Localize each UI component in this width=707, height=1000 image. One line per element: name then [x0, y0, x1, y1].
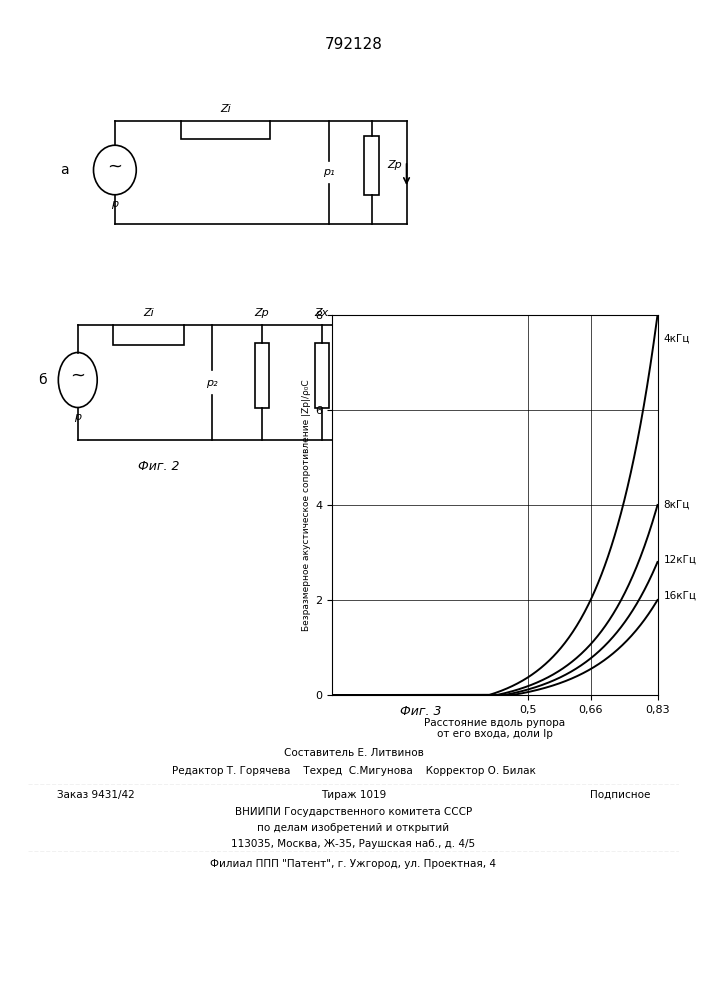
- Bar: [255, 342, 269, 408]
- Text: Редактор Т. Горячева    Техред  С.Мигунова    Корректор О. Билак: Редактор Т. Горячева Техред С.Мигунова К…: [172, 766, 535, 776]
- Text: р₁: р₁: [323, 167, 334, 177]
- Text: р: р: [111, 199, 119, 209]
- Text: б: б: [38, 373, 47, 387]
- Bar: [364, 136, 379, 195]
- Text: Тираж 1019: Тираж 1019: [321, 790, 386, 800]
- Text: Подписное: Подписное: [590, 790, 650, 800]
- Text: Zi: Zi: [143, 308, 154, 318]
- Text: ~: ~: [70, 367, 86, 385]
- Text: р₂: р₂: [206, 377, 218, 387]
- Text: Заказ 9431/42: Заказ 9431/42: [57, 790, 134, 800]
- Text: Zi: Zi: [221, 104, 231, 114]
- Bar: [315, 342, 329, 408]
- Text: Zp: Zp: [255, 308, 269, 318]
- Y-axis label: Безразмерное акустическое сопротивление |Zp|/ρ₀C: Безразмерное акустическое сопротивление …: [303, 379, 311, 631]
- Text: 12кГц: 12кГц: [663, 555, 696, 565]
- Text: Zp: Zp: [387, 160, 402, 170]
- Text: по делам изобретений и открытий: по делам изобретений и открытий: [257, 823, 450, 833]
- Text: 16кГц: 16кГц: [663, 590, 696, 600]
- Bar: [181, 121, 270, 139]
- X-axis label: Расстояние вдоль рупора
от его входа, доли lp: Расстояние вдоль рупора от его входа, до…: [424, 718, 566, 739]
- Text: Zx: Zx: [315, 308, 329, 318]
- Text: Фиг. 2: Фиг. 2: [139, 460, 180, 473]
- Text: ~: ~: [107, 157, 122, 175]
- Text: 113035, Москва, Ж-35, Раушская наб., д. 4/5: 113035, Москва, Ж-35, Раушская наб., д. …: [231, 839, 476, 849]
- Text: 4кГц: 4кГц: [663, 334, 690, 344]
- Text: а: а: [60, 163, 69, 177]
- Text: р: р: [74, 412, 81, 422]
- Text: ВНИИПИ Государственного комитета СССР: ВНИИПИ Государственного комитета СССР: [235, 807, 472, 817]
- Text: 792128: 792128: [325, 37, 382, 52]
- Text: Филиал ППП "Патент", г. Ужгород, ул. Проектная, 4: Филиал ППП "Патент", г. Ужгород, ул. Про…: [211, 859, 496, 869]
- Text: 8кГц: 8кГц: [663, 500, 690, 510]
- Bar: [113, 325, 184, 345]
- Text: Фиг. 3: Фиг. 3: [400, 705, 441, 718]
- Text: Составитель Е. Литвинов: Составитель Е. Литвинов: [284, 748, 423, 758]
